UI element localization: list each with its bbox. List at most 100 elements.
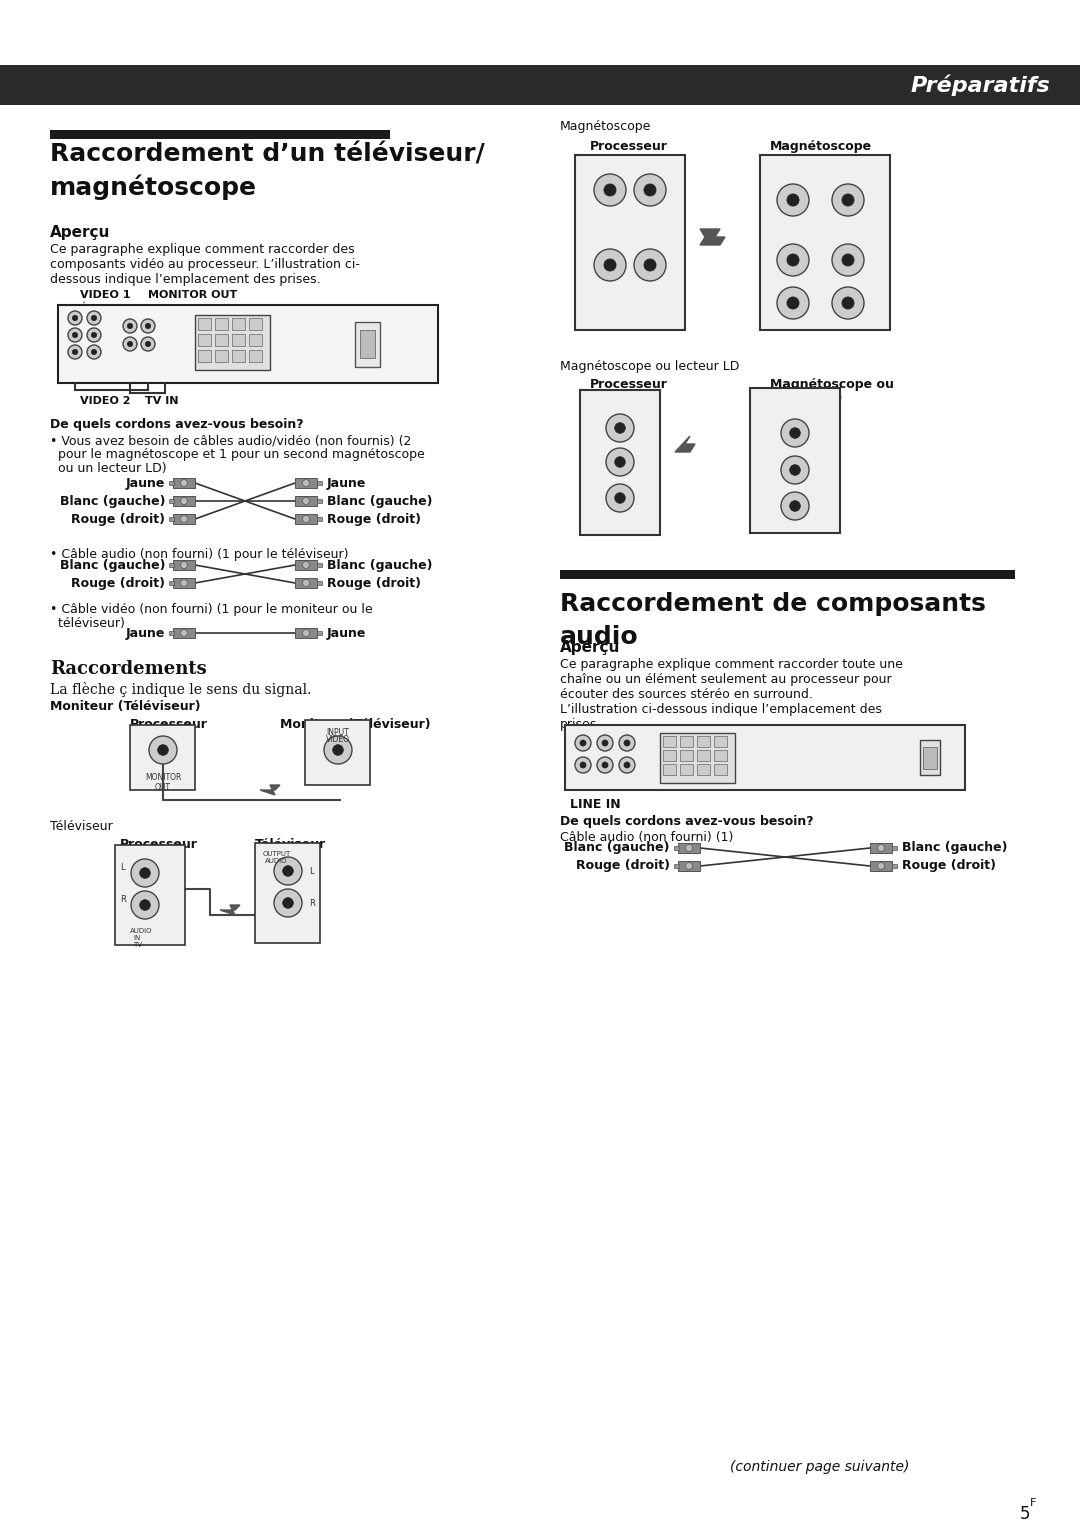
Text: VIDEO: VIDEO xyxy=(618,220,642,229)
Circle shape xyxy=(274,857,302,885)
Circle shape xyxy=(877,845,885,851)
Bar xyxy=(678,843,700,853)
Text: Raccordement d’un téléviseur/: Raccordement d’un téléviseur/ xyxy=(50,144,485,167)
Circle shape xyxy=(92,332,97,338)
Bar xyxy=(697,750,710,761)
Circle shape xyxy=(123,319,137,333)
Text: Jaune: Jaune xyxy=(327,626,366,640)
Bar xyxy=(663,764,676,775)
Text: L: L xyxy=(812,435,816,445)
Bar xyxy=(295,628,318,639)
Bar xyxy=(680,750,693,761)
Circle shape xyxy=(302,579,310,587)
Text: VIDEO: VIDEO xyxy=(836,173,860,180)
Circle shape xyxy=(644,183,656,196)
Circle shape xyxy=(604,183,616,196)
Circle shape xyxy=(131,891,159,918)
Circle shape xyxy=(580,762,586,769)
Circle shape xyxy=(619,756,635,773)
Text: Blanc (gauche): Blanc (gauche) xyxy=(59,495,165,507)
Text: Processeur: Processeur xyxy=(590,141,667,153)
Text: Jaune: Jaune xyxy=(125,626,165,640)
Circle shape xyxy=(787,296,799,309)
Bar xyxy=(249,335,262,345)
Circle shape xyxy=(634,174,666,206)
Bar xyxy=(295,497,318,506)
Bar xyxy=(173,478,195,487)
Bar xyxy=(215,335,228,345)
Text: Moniteur (Téléviseur): Moniteur (Téléviseur) xyxy=(50,700,201,714)
Circle shape xyxy=(575,756,591,773)
Circle shape xyxy=(283,866,294,877)
Bar xyxy=(660,733,735,782)
Circle shape xyxy=(832,183,864,215)
Bar xyxy=(232,350,245,362)
Circle shape xyxy=(324,736,352,764)
Bar xyxy=(50,130,390,139)
Bar xyxy=(255,843,320,943)
Bar xyxy=(561,570,1015,579)
Text: Ce paragraphe explique comment raccorder toute une: Ce paragraphe explique comment raccorder… xyxy=(561,659,903,671)
Text: OUTPUT: OUTPUT xyxy=(765,400,796,410)
Text: TV: TV xyxy=(133,941,141,947)
Circle shape xyxy=(781,455,809,484)
Circle shape xyxy=(72,332,78,338)
Text: AUDIO: AUDIO xyxy=(265,859,287,863)
Text: VIDEO: VIDEO xyxy=(781,173,805,180)
Circle shape xyxy=(302,480,310,486)
Text: INPUT: INPUT xyxy=(837,163,860,173)
Bar xyxy=(173,578,195,588)
Bar xyxy=(295,478,318,487)
Circle shape xyxy=(580,740,586,746)
Circle shape xyxy=(597,735,613,750)
Text: De quels cordons avez-vous besoin?: De quels cordons avez-vous besoin? xyxy=(561,814,813,828)
Bar xyxy=(195,315,270,370)
Text: Processeur: Processeur xyxy=(590,377,667,391)
Text: R: R xyxy=(812,466,818,475)
Text: R: R xyxy=(309,898,315,908)
Bar xyxy=(168,581,174,585)
Text: chaîne ou un élément seulement au processeur pour: chaîne ou un élément seulement au proces… xyxy=(561,672,892,686)
Text: Raccordements: Raccordements xyxy=(50,660,206,678)
Text: Rouge (droit): Rouge (droit) xyxy=(71,512,165,526)
Bar xyxy=(760,154,890,330)
Text: IN: IN xyxy=(646,212,654,222)
Bar xyxy=(215,318,228,330)
Bar xyxy=(575,154,685,330)
Text: L’illustration ci-dessous indique l’emplacement des: L’illustration ci-dessous indique l’empl… xyxy=(561,703,882,717)
Bar xyxy=(168,516,174,521)
Text: VIDEO: VIDEO xyxy=(326,735,350,744)
Circle shape xyxy=(180,561,188,568)
Bar xyxy=(318,481,322,484)
Text: Rouge (droit): Rouge (droit) xyxy=(327,512,421,526)
Text: Rouge (droit): Rouge (droit) xyxy=(576,859,670,872)
Polygon shape xyxy=(260,785,280,795)
Text: Rouge (droit): Rouge (droit) xyxy=(902,859,996,872)
Circle shape xyxy=(302,515,310,523)
Bar xyxy=(892,863,897,868)
Circle shape xyxy=(68,312,82,325)
Circle shape xyxy=(146,324,151,329)
Text: L: L xyxy=(585,423,590,432)
Bar xyxy=(173,559,195,570)
Polygon shape xyxy=(675,435,696,452)
Circle shape xyxy=(127,324,133,329)
Circle shape xyxy=(333,744,343,755)
Circle shape xyxy=(789,501,800,512)
Circle shape xyxy=(832,244,864,277)
Text: pour le magnétoscope et 1 pour un second magnétoscope: pour le magnétoscope et 1 pour un second… xyxy=(50,448,424,461)
Bar xyxy=(168,481,174,484)
Circle shape xyxy=(72,350,78,354)
Circle shape xyxy=(644,258,656,270)
Circle shape xyxy=(92,350,97,354)
Text: lecteur LD: lecteur LD xyxy=(770,393,842,405)
Circle shape xyxy=(606,484,634,512)
Bar xyxy=(714,750,727,761)
Text: ou un lecteur LD): ou un lecteur LD) xyxy=(50,461,166,475)
Circle shape xyxy=(615,423,625,434)
Text: IN: IN xyxy=(590,413,598,422)
Bar xyxy=(198,350,211,362)
Text: Blanc (gauche): Blanc (gauche) xyxy=(59,559,165,571)
Circle shape xyxy=(634,249,666,281)
Bar xyxy=(674,863,679,868)
